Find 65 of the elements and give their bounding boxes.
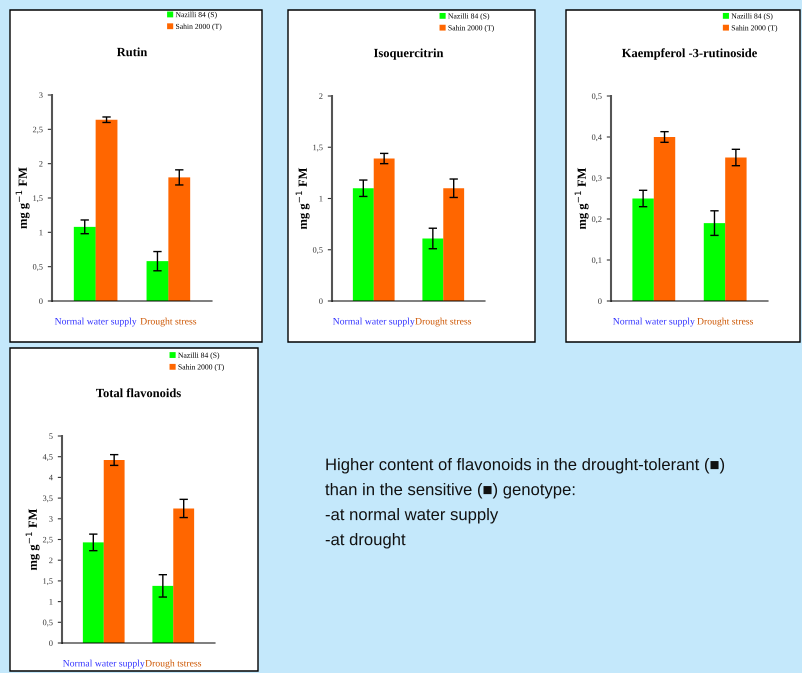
y-tick-label: 2,5 bbox=[42, 536, 53, 544]
x-tick-label: Normal water supply bbox=[54, 318, 137, 327]
bar bbox=[422, 238, 444, 301]
y-tick-label: 3,5 bbox=[42, 495, 53, 502]
y-tick-label: 3 bbox=[49, 516, 53, 522]
bar bbox=[74, 226, 96, 301]
y-tick-label: 4 bbox=[48, 474, 53, 480]
x-tick-label: Normal water supply bbox=[62, 660, 145, 669]
chart-title: Kaempferol -3-rutinoside bbox=[622, 48, 757, 60]
y-tick-label: 0 bbox=[49, 640, 53, 646]
y-tick-label: 0 bbox=[39, 298, 43, 304]
y-tick-label: 2 bbox=[319, 93, 323, 99]
y-tick-label: 5 bbox=[49, 433, 53, 439]
x-tick-label: Drought stress bbox=[140, 318, 196, 327]
x-tick-label: Normal water supply bbox=[613, 318, 695, 327]
text: -at drought bbox=[326, 533, 406, 549]
bar bbox=[725, 158, 747, 301]
bar bbox=[654, 137, 676, 301]
text: than in the sensitive (■) genotype: bbox=[325, 483, 574, 499]
y-tick-label: 1,5 bbox=[43, 578, 53, 586]
y-tick-label: 1 bbox=[320, 196, 322, 202]
y-tick-label: 2 bbox=[49, 558, 53, 564]
bar bbox=[704, 223, 726, 301]
bar bbox=[168, 177, 190, 301]
y-tick-label: 0,2 bbox=[592, 216, 602, 224]
y-axis-title: mg g$^{−1}$ FM bbox=[26, 508, 40, 570]
x-tick-label: Drought stress bbox=[415, 318, 472, 327]
y-tick-label: 2 bbox=[39, 161, 43, 167]
text: Higher content of flavonoids in the drought-tolerant (■) bbox=[326, 458, 724, 474]
y-tick-label: 4,5 bbox=[42, 454, 53, 461]
y-axis-title: mg g$^{−1}$ FM bbox=[296, 168, 310, 230]
y-tick-label: 0 bbox=[319, 298, 323, 304]
y-tick-label: 1 bbox=[40, 230, 42, 236]
x-tick-label: Drough tstress bbox=[145, 660, 202, 669]
y-tick-label: 1,5 bbox=[33, 195, 43, 202]
y-axis-title: mg g$^{−1}$ FM bbox=[574, 168, 589, 230]
bar bbox=[96, 120, 118, 301]
y-tick-label: 1,5 bbox=[313, 144, 323, 152]
bar bbox=[146, 261, 168, 301]
chart-title: Isoquercitrin bbox=[374, 48, 444, 60]
bar bbox=[374, 158, 395, 301]
y-tick-label: 0,5 bbox=[32, 264, 43, 271]
bar bbox=[443, 188, 464, 301]
y-tick-label: 0,5 bbox=[312, 247, 323, 254]
y-axis-title: mg g$^{−1}$ FM bbox=[16, 167, 30, 229]
x-tick-label: Drought stress bbox=[697, 318, 754, 327]
y-tick-label: 0,1 bbox=[592, 257, 602, 264]
y-tick-label: 1 bbox=[50, 598, 52, 604]
chart-title: Rutin bbox=[116, 47, 148, 56]
y-tick-label: 0,3 bbox=[592, 175, 602, 182]
bar bbox=[82, 542, 104, 643]
bar bbox=[104, 460, 125, 643]
y-tick-label: 0,5 bbox=[42, 620, 53, 626]
x-tick-label: Normal water supply bbox=[332, 318, 415, 327]
bar bbox=[173, 508, 194, 643]
y-tick-label: 3 bbox=[39, 92, 43, 98]
bar bbox=[152, 586, 174, 643]
text: -at normal water supply bbox=[326, 508, 498, 524]
y-tick-label: 0 bbox=[598, 298, 602, 304]
y-tick-label: 0,4 bbox=[592, 134, 602, 142]
bar bbox=[632, 198, 654, 301]
y-tick-label: 2,5 bbox=[32, 126, 43, 134]
chart-title: Total flavonoids bbox=[96, 388, 181, 398]
y-tick-label: 0,5 bbox=[592, 93, 602, 100]
bar bbox=[352, 188, 374, 301]
